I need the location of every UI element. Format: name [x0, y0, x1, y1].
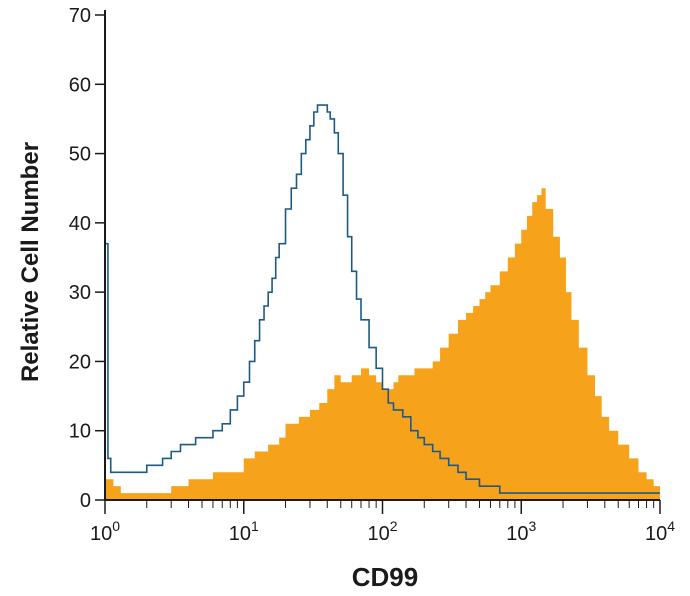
x-axis-title: CD99 [352, 562, 418, 592]
y-tick-label: 20 [69, 351, 91, 373]
y-tick-label: 30 [69, 282, 91, 304]
plot-series [104, 104, 660, 500]
series-0-filled-histogram [105, 188, 660, 500]
x-tick-label: 103 [506, 518, 536, 545]
x-tick-label: 104 [645, 518, 675, 545]
x-tick-label: 102 [367, 518, 397, 545]
y-tick-label: 40 [69, 213, 91, 235]
y-tick-label: 0 [80, 490, 91, 512]
y-tick-label: 50 [69, 144, 91, 166]
y-axis-title: Relative Cell Number [17, 142, 44, 382]
series-1-outline-histogram [104, 104, 660, 500]
x-ticks: 100 101 102 103 104 [90, 500, 675, 545]
x-tick-label: 101 [229, 518, 259, 545]
y-ticks: 0 10 20 30 40 50 60 70 [69, 5, 105, 512]
y-tick-label: 10 [69, 421, 91, 443]
y-tick-label: 60 [69, 74, 91, 96]
x-tick-label: 100 [90, 518, 120, 545]
y-tick-label: 70 [69, 5, 91, 27]
